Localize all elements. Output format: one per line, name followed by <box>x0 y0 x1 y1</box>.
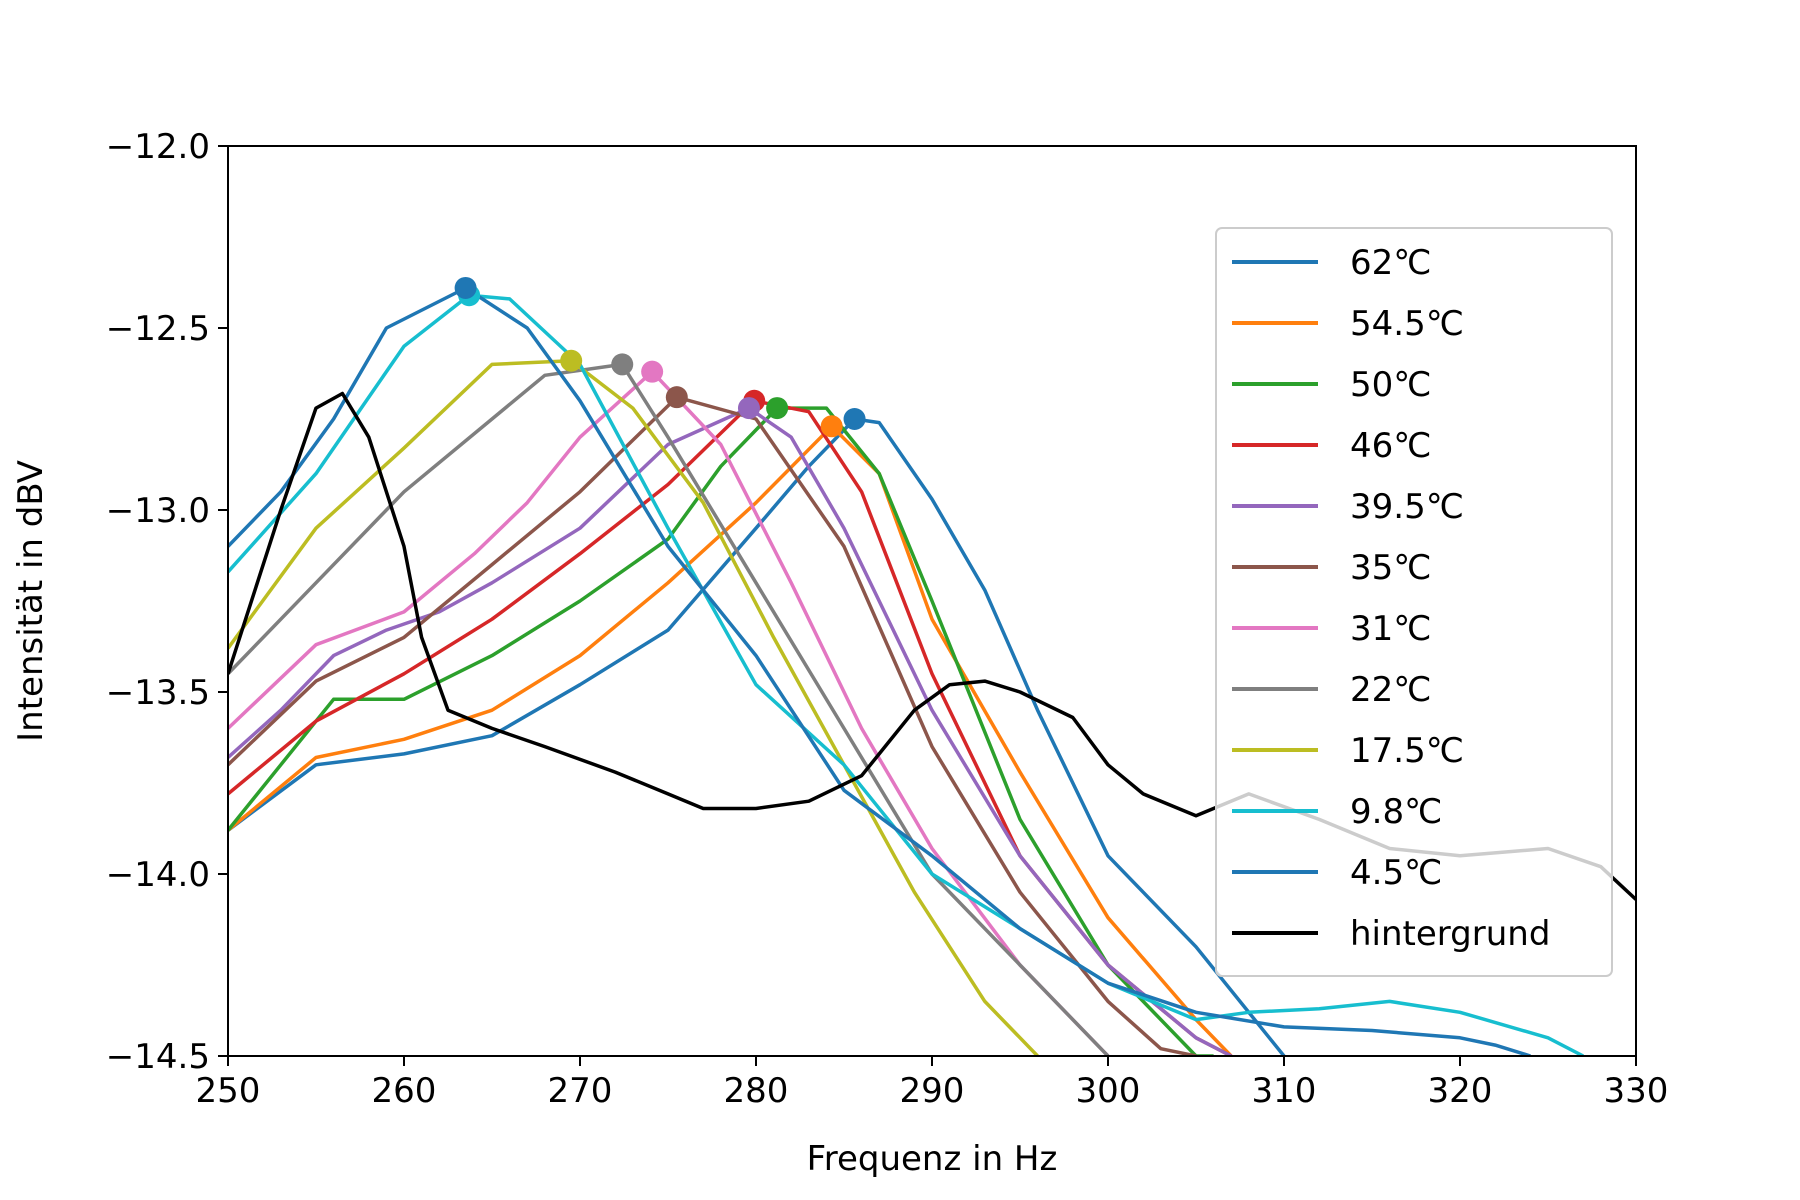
y-tick-label: −13.5 <box>106 673 210 713</box>
peak-marker-7 <box>611 353 634 376</box>
legend-label-1: 54.5℃ <box>1350 304 1464 344</box>
x-tick-label: 270 <box>548 1071 613 1111</box>
legend-label-8: 17.5℃ <box>1350 731 1464 771</box>
x-tick-label: 310 <box>1252 1071 1317 1111</box>
series-line-7 <box>228 362 1110 1056</box>
y-tick-label: −12.5 <box>106 309 210 349</box>
legend-label-3: 46℃ <box>1350 426 1431 466</box>
peak-marker-0 <box>843 408 866 430</box>
series-line-5 <box>228 395 1197 1056</box>
x-tick-label: 290 <box>900 1071 965 1111</box>
series-line-0 <box>228 417 1286 1056</box>
legend: 62℃ 54.5℃ 50℃ 46℃ 39.5℃ 35℃ 31℃ 22℃ 17.5℃ 9.8℃ 4.5… <box>1215 227 1613 977</box>
x-tick-label: 280 <box>724 1071 789 1111</box>
legend-label-0: 62℃ <box>1350 243 1431 283</box>
legend-label-5: 35℃ <box>1350 548 1431 588</box>
x-tick-label: 320 <box>1428 1071 1493 1111</box>
legend-label-4: 39.5℃ <box>1350 487 1464 527</box>
series-line-2 <box>228 406 1214 1056</box>
x-tick-label: 300 <box>1076 1071 1141 1111</box>
y-tick-label: −12.0 <box>106 127 210 167</box>
legend-label-10: 4.5℃ <box>1350 853 1442 893</box>
series-line-1 <box>228 424 1233 1056</box>
peak-marker-5 <box>665 386 688 409</box>
peak-marker-2 <box>766 397 789 420</box>
y-tick-label: −13.0 <box>106 491 210 531</box>
x-tick-label: 260 <box>372 1071 437 1111</box>
peak-marker-6 <box>641 360 664 383</box>
x-tick-label: 330 <box>1604 1071 1669 1111</box>
legend-label-9: 9.8℃ <box>1350 792 1442 832</box>
legend-label-7: 22℃ <box>1350 670 1431 710</box>
y-axis-ticks: −12.0 −12.5 −13.0 −13.5 −14.0 −14.5 <box>106 127 228 1077</box>
peak-marker-10 <box>454 276 477 299</box>
y-tick-label: −14.5 <box>106 1037 210 1077</box>
x-axis-label: Frequenz in Hz <box>807 1139 1058 1179</box>
series-line-4 <box>228 406 1233 1056</box>
peak-marker-4 <box>737 397 760 420</box>
series-layer <box>228 286 1636 1056</box>
x-axis-ticks: 250 260 270 280 290 300 310 320 330 <box>196 1056 1669 1111</box>
y-axis-label: Intensität in dBV <box>11 460 51 742</box>
x-tick-label: 250 <box>196 1071 261 1111</box>
peak-markers <box>454 276 866 438</box>
y-tick-label: −14.0 <box>106 855 210 895</box>
legend-box <box>1215 227 1613 977</box>
legend-label-6: 31℃ <box>1350 609 1431 649</box>
peak-marker-1 <box>820 415 843 438</box>
series-line-10 <box>228 286 1531 1056</box>
series-line-8 <box>228 359 1039 1056</box>
legend-label-2: 50℃ <box>1350 365 1431 405</box>
peak-marker-8 <box>560 349 583 372</box>
legend-label-11: hintergrund <box>1350 914 1550 954</box>
